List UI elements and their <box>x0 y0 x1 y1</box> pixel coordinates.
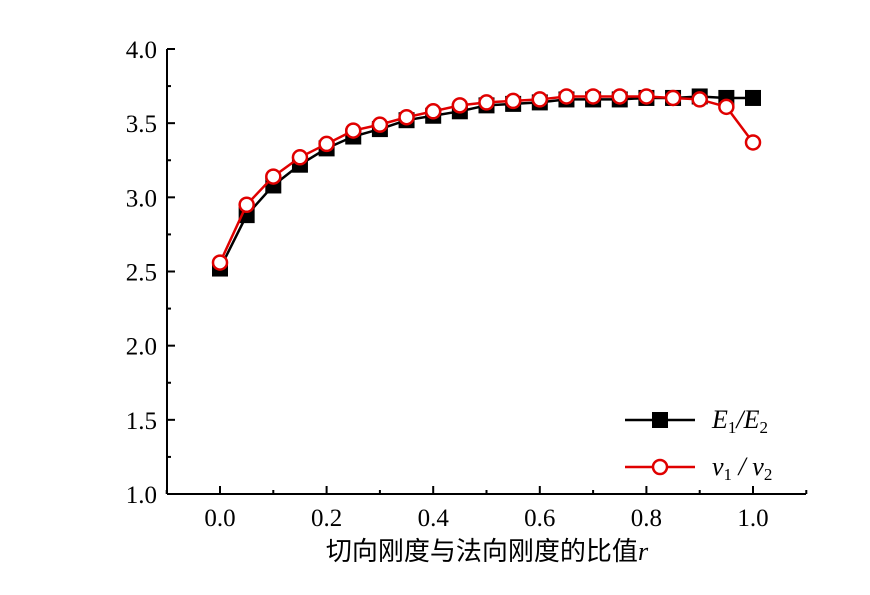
legend-label: E1/E2 <box>711 405 768 437</box>
x-tick-label: 0.0 <box>204 505 235 532</box>
data-point-circle <box>371 116 389 133</box>
series-line-0 <box>218 95 753 270</box>
data-point-circle <box>744 134 762 151</box>
data-point-circle <box>651 458 669 476</box>
x-tick-label: 0.6 <box>524 505 555 532</box>
data-point-circle <box>451 97 469 114</box>
data-point-square <box>745 89 761 106</box>
y-tick-label: 2.5 <box>126 260 157 287</box>
data-point-circle <box>584 88 602 105</box>
legend-label: ν1 / ν2 <box>712 452 772 484</box>
data-point-circle <box>531 91 549 108</box>
y-tick-label: 2.0 <box>126 334 157 361</box>
data-point-circle <box>691 91 708 108</box>
data-point-circle <box>318 135 335 153</box>
data-point-circle <box>238 196 255 213</box>
data-point-circle <box>345 122 362 139</box>
data-point-circle <box>291 149 309 166</box>
data-point-circle <box>398 108 415 126</box>
data-point-circle <box>611 88 628 105</box>
data-point-square <box>652 412 668 428</box>
x-tick-label: 0.8 <box>631 505 662 532</box>
data-point-circle <box>718 98 735 116</box>
data-point-circle <box>664 89 682 107</box>
data-point-circle <box>504 92 522 110</box>
y-tick-label: 1.5 <box>126 408 157 435</box>
data-point-circle <box>558 88 575 105</box>
x-tick-label: 1.0 <box>737 505 768 532</box>
x-tick-label: 0.4 <box>418 505 450 532</box>
data-point-circle <box>478 94 495 111</box>
data-point-circle <box>424 103 442 120</box>
y-tick-label: 3.0 <box>126 185 157 212</box>
data-point-circle <box>638 88 655 105</box>
data-point-circle <box>265 168 282 185</box>
y-tick-label: 1.0 <box>126 482 157 509</box>
series-line-1 <box>218 95 755 264</box>
x-axis-label: 切向刚度与法向刚度的比值r <box>326 537 649 567</box>
y-tick-label: 3.5 <box>126 111 157 138</box>
x-tick-label: 0.2 <box>311 505 342 532</box>
y-tick-label: 4.0 <box>126 37 157 64</box>
data-point-circle <box>211 254 229 271</box>
